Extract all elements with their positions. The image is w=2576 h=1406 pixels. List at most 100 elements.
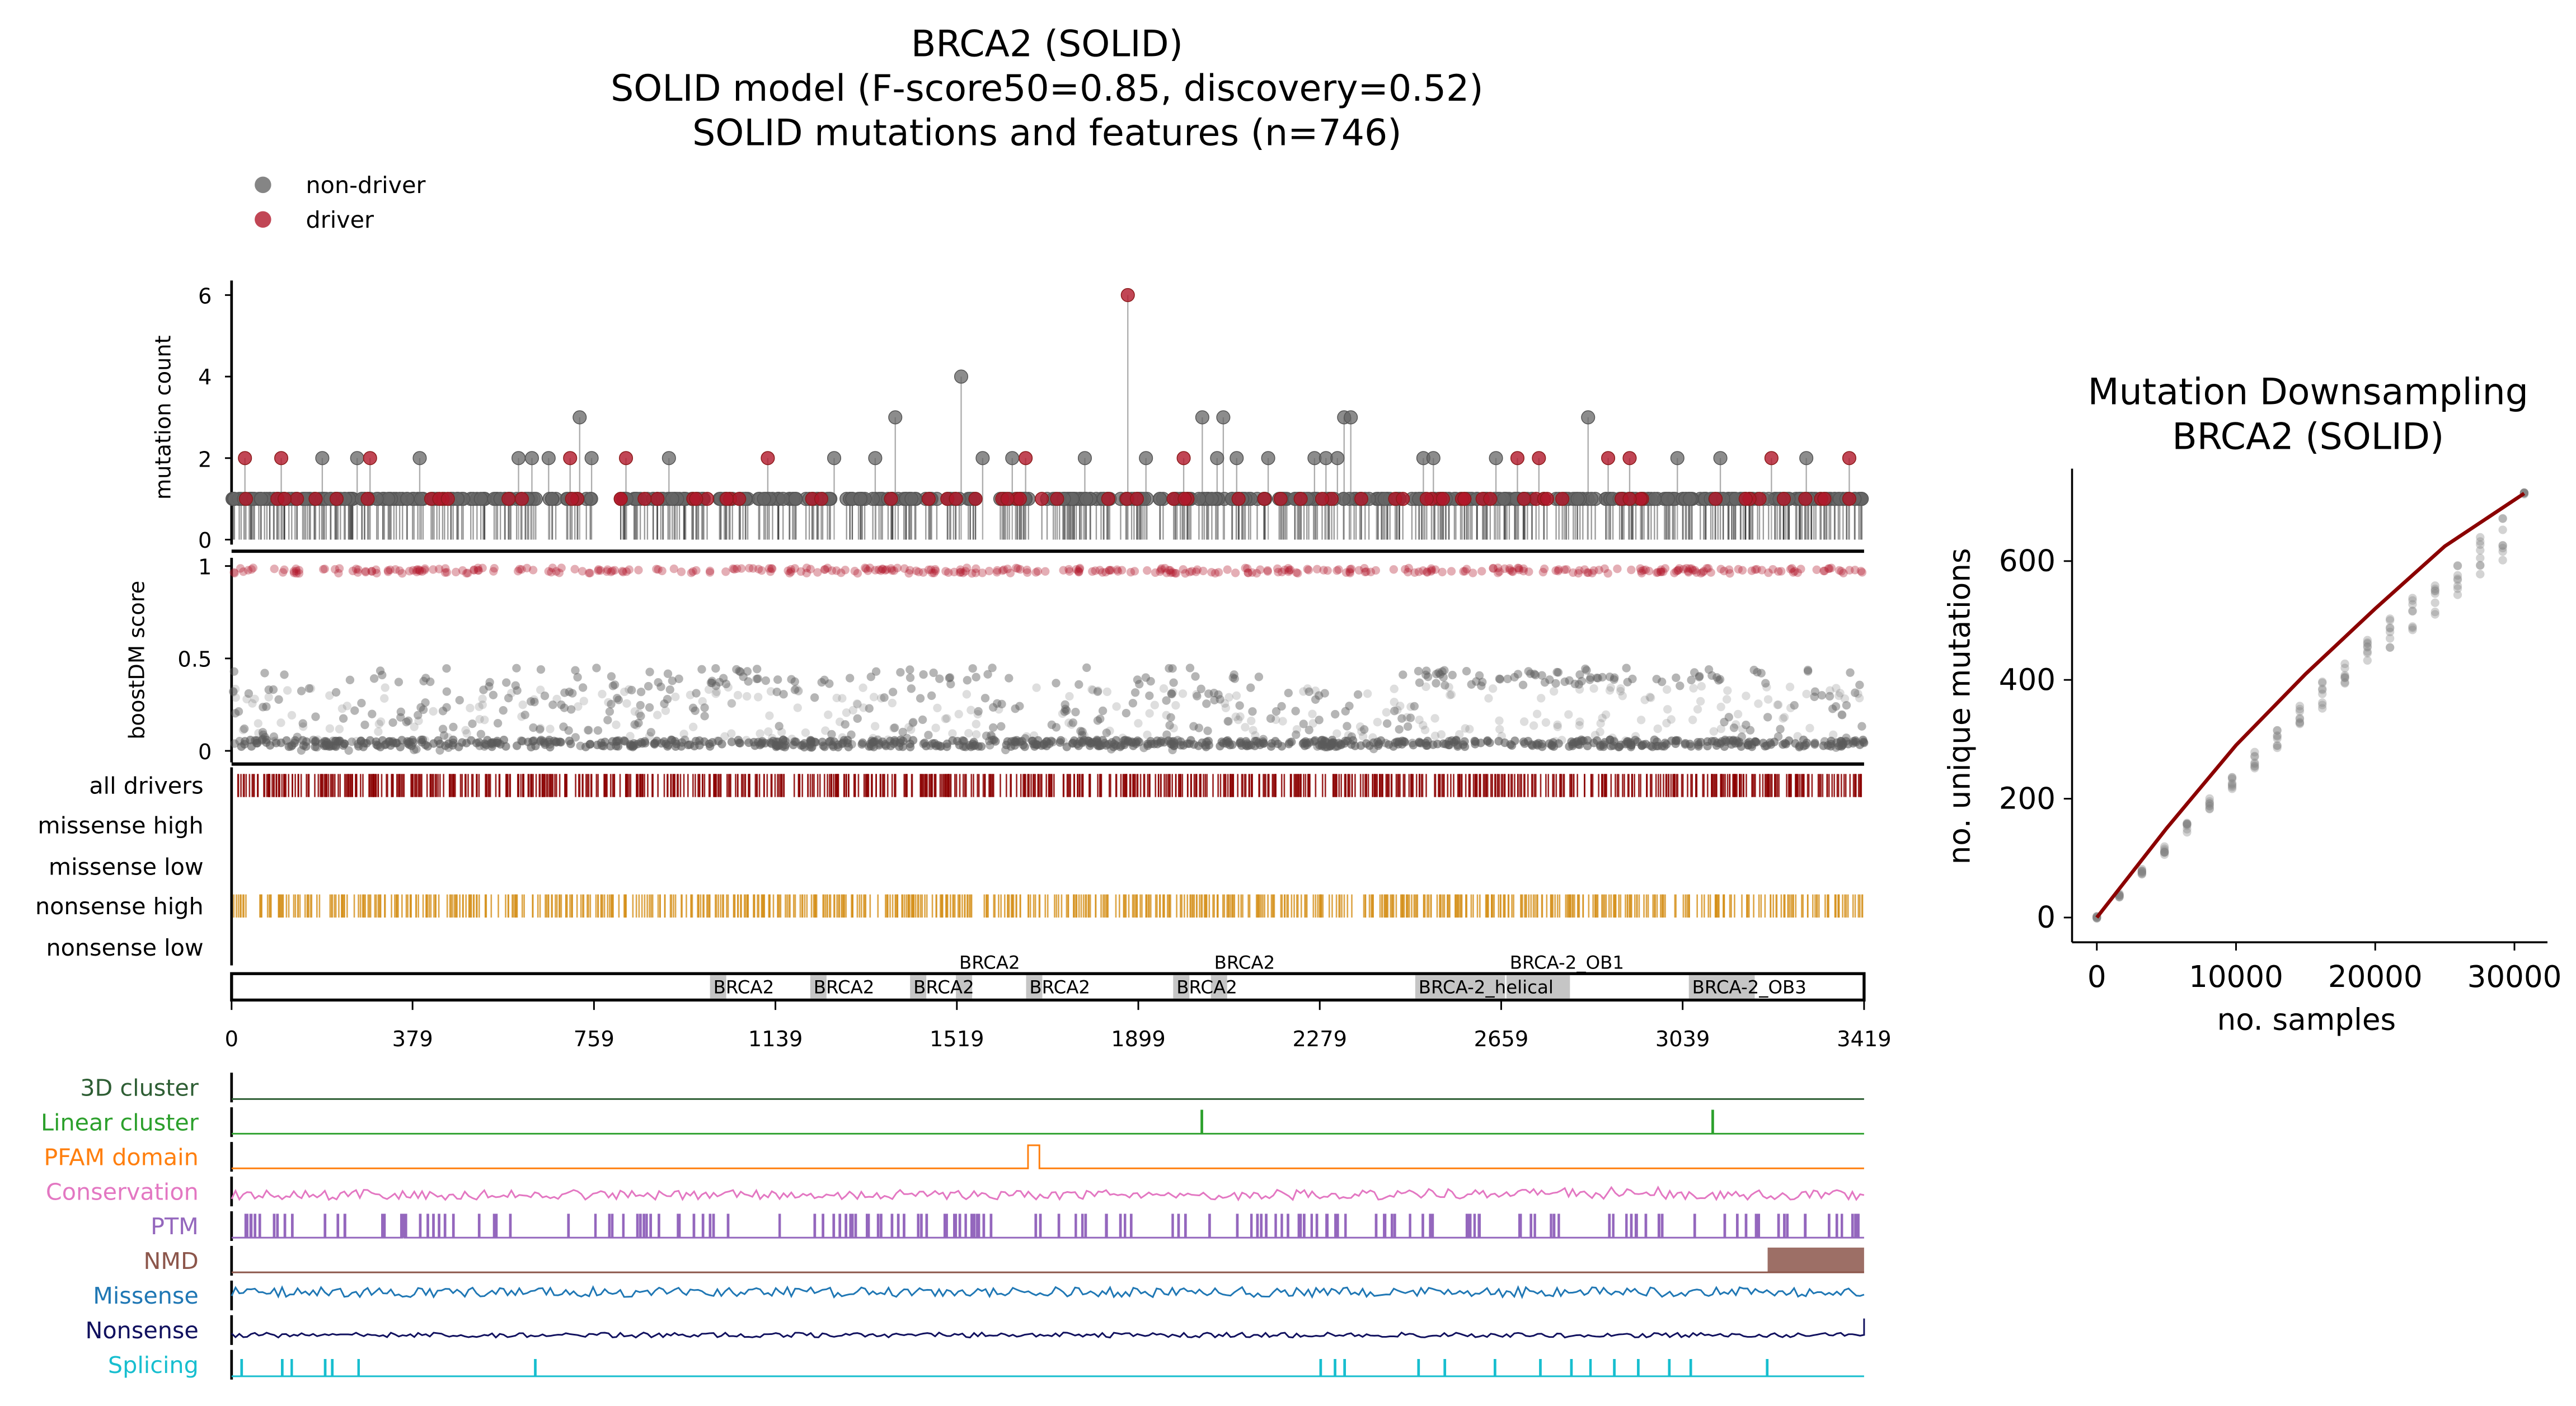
- boostdm-point: [1231, 568, 1240, 577]
- boostdm-point: [1183, 739, 1192, 748]
- boostdm-point: [1667, 736, 1676, 745]
- boostdm-point: [727, 729, 736, 738]
- boostdm-point: [1751, 565, 1760, 574]
- boostdm-point: [462, 739, 471, 747]
- boostdm-point: [1596, 727, 1604, 736]
- boostdm-point: [1446, 690, 1454, 699]
- boostdm-point: [1410, 702, 1419, 711]
- boostdm-point: [259, 703, 268, 712]
- boostdm-point: [1716, 565, 1725, 573]
- boostdm-point: [888, 566, 897, 575]
- boostdm-point: [414, 716, 423, 726]
- lollipop-head-driver: [1257, 492, 1271, 506]
- boostdm-point: [480, 716, 489, 725]
- boostdm-point: [559, 722, 568, 731]
- boostdm-point: [837, 568, 846, 577]
- boostdm-point: [626, 732, 635, 741]
- boostdm-point: [775, 722, 783, 731]
- boostdm-point: [1196, 684, 1205, 693]
- boostdm-point: [1569, 568, 1578, 577]
- boostdm-point: [1855, 680, 1864, 689]
- boostdm-point: [1194, 723, 1203, 732]
- boostdm-point: [790, 685, 800, 694]
- boostdm-point: [924, 731, 933, 740]
- boostdm-point: [376, 717, 386, 726]
- boostdm-point: [419, 676, 428, 686]
- boostdm-point: [1191, 567, 1200, 576]
- boostdm-point: [536, 737, 545, 746]
- boostdm-point: [677, 567, 686, 576]
- boostdm-point: [331, 741, 340, 750]
- boostdm-point: [244, 689, 254, 698]
- boostdm-point: [1431, 565, 1440, 574]
- boostdm-point: [439, 731, 449, 740]
- boostdm-point: [636, 688, 646, 697]
- boostdm-point: [455, 695, 464, 705]
- boostdm-point: [1150, 700, 1160, 709]
- boostdm-point: [1694, 740, 1703, 749]
- boostdm-point: [441, 564, 450, 573]
- boostdm-point: [1041, 567, 1050, 576]
- boostdm-point: [1623, 678, 1632, 686]
- boostdm-point: [1787, 564, 1796, 573]
- boostdm-point: [874, 565, 883, 575]
- boostdm-point: [1827, 563, 1836, 572]
- boostdm-point: [1308, 719, 1317, 728]
- boostdm-point: [794, 686, 803, 695]
- boostdm-point: [1145, 691, 1154, 700]
- boostdm-point: [1032, 683, 1041, 692]
- lollipop-head-driver: [1000, 492, 1015, 506]
- boostdm-point: [927, 691, 936, 700]
- boostdm-point: [1165, 721, 1174, 730]
- boostdm-point: [1347, 732, 1357, 741]
- boostdm-point: [991, 737, 1000, 746]
- boostdm-point: [1790, 567, 1799, 576]
- boostdm-point: [888, 698, 897, 708]
- boostdm-point: [598, 689, 607, 699]
- boostdm-point: [1551, 566, 1560, 575]
- boostdm-point: [236, 564, 245, 573]
- boostdm-point: [1194, 741, 1203, 750]
- boostdm-point: [1243, 564, 1252, 573]
- boostdm-point: [1358, 732, 1368, 741]
- boostdm-point: [1410, 568, 1419, 577]
- boostdm-point: [485, 682, 494, 691]
- boostdm-point: [1247, 716, 1256, 726]
- boostdm-point: [1670, 568, 1679, 577]
- boostdm-point: [706, 566, 715, 576]
- boostdm-point: [852, 699, 862, 708]
- boostdm-point: [1603, 569, 1612, 578]
- boostdm-point: [1013, 564, 1022, 573]
- boostdm-point: [1167, 740, 1176, 749]
- boostdm-point: [1271, 715, 1280, 724]
- boostdm-point: [1540, 564, 1549, 573]
- boostdm-point: [904, 723, 913, 732]
- boostdm-point: [956, 565, 965, 574]
- boostdm-point: [1747, 740, 1756, 749]
- boostdm-point: [342, 702, 351, 711]
- boostdm-point: [511, 681, 520, 690]
- boostdm-point: [1475, 671, 1484, 680]
- boostdm-point: [298, 719, 307, 728]
- boostdm-point: [850, 567, 859, 576]
- boostdm-point: [1503, 674, 1512, 684]
- lollipop-head-non-driver: [1647, 492, 1662, 506]
- boostdm-point: [610, 566, 620, 575]
- boostdm-point: [1278, 717, 1287, 726]
- boostdm-point: [490, 564, 499, 573]
- boostdm-panel: boostDM score 0 0.5 1: [124, 554, 1869, 766]
- boostdm-point: [846, 674, 855, 683]
- boostdm-point: [1851, 566, 1860, 575]
- boostdm-point: [1560, 677, 1569, 686]
- boostdm-point: [248, 563, 258, 572]
- boostdm-point: [919, 568, 928, 577]
- boostdm-point: [421, 698, 430, 707]
- boostdm-point: [1074, 680, 1083, 689]
- boostdm-point: [853, 700, 862, 709]
- boostdm-point: [264, 685, 273, 694]
- boostdm-point: [1185, 567, 1194, 577]
- boostdm-point: [442, 687, 451, 696]
- boostdm-point: [319, 565, 328, 574]
- boostdm-point: [1248, 707, 1257, 716]
- boostdm-point: [1636, 716, 1646, 725]
